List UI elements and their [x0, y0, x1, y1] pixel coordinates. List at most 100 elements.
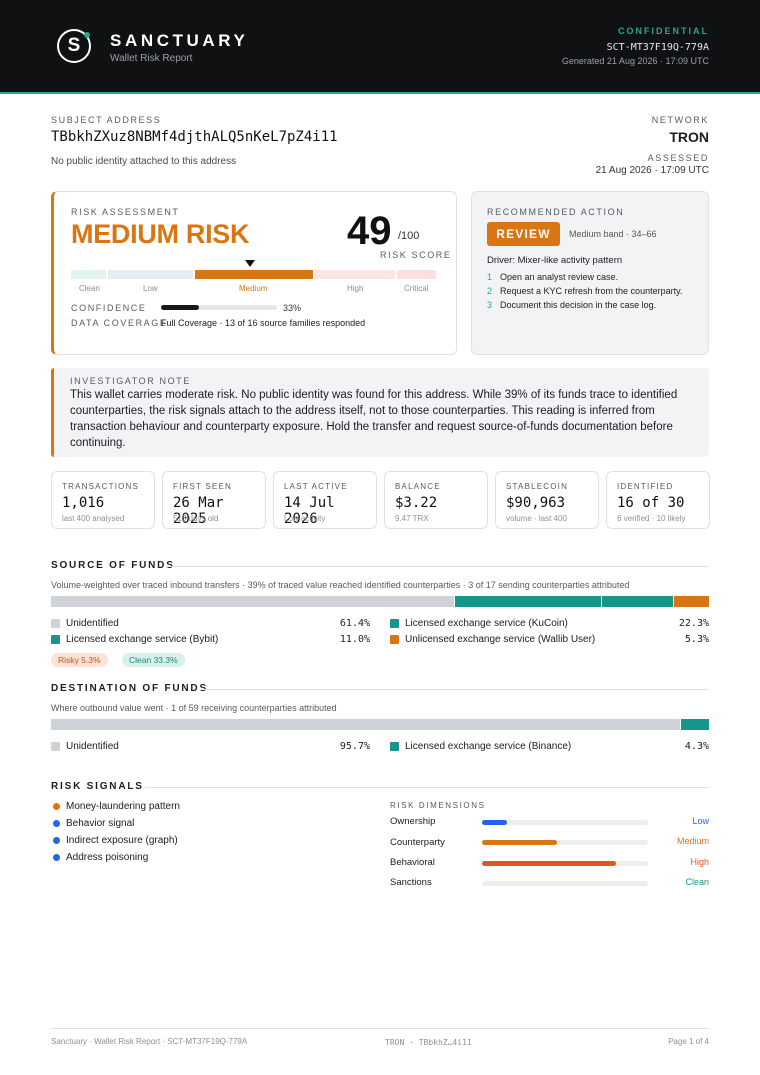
dimension-fill: [482, 840, 557, 845]
action-step: 2 Request a KYC refresh from the counterp…: [487, 286, 682, 296]
signal-item: Address poisoning: [66, 852, 149, 863]
header-accent-line: [0, 92, 760, 94]
clean-pill: Clean 33.3%: [122, 653, 185, 667]
dimension-level: Medium: [676, 836, 709, 846]
step-number: 1: [487, 272, 493, 282]
step-number: 2: [487, 286, 493, 296]
logo-dot: [84, 32, 90, 38]
stat-value: 14 Jul 2026: [284, 495, 335, 527]
source-legend-label: Licensed exchange service (Bybit): [66, 634, 219, 645]
footer-center: TRON · TBbkhZ…4i11: [385, 1038, 472, 1047]
signal-item: Indirect exposure (graph): [66, 835, 178, 846]
scale-label-critical: Critical: [404, 284, 429, 293]
signal-dot-icon: [53, 820, 60, 827]
risk-assessment-card: [51, 191, 457, 355]
stat-card-first-seen: FIRST SEEN 26 Mar 2025 513 days old: [162, 471, 266, 529]
action-step: 1 Open an analyst review case.: [487, 272, 618, 282]
stat-sub: last 400 analysed: [62, 514, 125, 523]
dimension-level: Clean: [685, 877, 709, 887]
destination-bar-binance: [680, 719, 709, 730]
stat-label: FIRST SEEN: [173, 482, 232, 491]
stat-card-transactions: TRANSACTIONS 1,016 last 400 analysed: [51, 471, 155, 529]
assessed-value: 21 Aug 2026 · 17:09 UTC: [595, 165, 709, 176]
step-text: Request a KYC refresh from the counterpa…: [500, 286, 683, 296]
scale-label-low: Low: [143, 284, 158, 293]
risk-level: MEDIUM RISK: [71, 219, 250, 249]
report-reference: SCT-MT37F19Q-779A: [606, 42, 709, 53]
source-legend-value: 5.3%: [684, 634, 709, 645]
source-of-funds-subtitle: Volume-weighted over traced inbound tran…: [51, 580, 630, 590]
confidence-value: 33%: [283, 303, 302, 313]
stat-value: 26 Mar 2025: [173, 495, 224, 527]
source-legend-label: Unidentified: [66, 618, 119, 629]
network-label: NETWORK: [651, 115, 709, 125]
source-legend-value: 61.4%: [339, 618, 370, 629]
stat-sub: 9.47 TRX: [395, 514, 429, 523]
risk-score: 49: [347, 209, 392, 253]
destination-legend-value: 95.7%: [339, 741, 370, 752]
footer-rule: [51, 1028, 709, 1029]
stat-value: $90,963: [506, 495, 566, 511]
source-bar-unidentified: [51, 596, 454, 607]
scale-segment-medium: [195, 270, 313, 279]
dimension-name: Sanctions: [390, 877, 432, 888]
signal-item: Behavior signal: [66, 818, 135, 829]
destination-of-funds-title: DESTINATION OF FUNDS: [51, 683, 208, 694]
sanctuary-logo-icon: S: [57, 29, 91, 63]
source-legend-label: Licensed exchange service (KuCoin): [405, 618, 568, 629]
scale-label-medium: Medium: [239, 284, 268, 293]
dimension-name: Counterparty: [390, 837, 445, 848]
stat-card-identified: IDENTIFIED 16 of 30 6 verified · 10 likely: [606, 471, 710, 529]
dimension-fill: [482, 861, 617, 866]
dimension-level: High: [690, 857, 709, 867]
signal-item: Money-laundering pattern: [66, 801, 180, 812]
assessed-label: ASSESSED: [647, 153, 709, 163]
coverage-value: Full Coverage · 13 of 16 source families…: [161, 318, 366, 328]
legend-swatch: [390, 742, 399, 751]
network-value: TRON: [669, 129, 709, 145]
signal-dot-icon: [53, 803, 60, 810]
stat-sub: 6 verified · 10 likely: [617, 514, 686, 523]
source-of-funds-title: SOURCE OF FUNDS: [51, 560, 175, 571]
scale-label-high: High: [347, 284, 364, 293]
subject-address: TBbkhZXuz8NBMf4djthALQ5nKeL7pZ4i11: [51, 129, 338, 145]
destination-legend-label: Licensed exchange service (Binance): [405, 741, 572, 752]
stat-card-last-active: LAST ACTIVE 14 Jul 2026 Low activity: [273, 471, 377, 529]
stat-sub: 513 days old: [173, 514, 219, 523]
brand-name: SANCTUARY: [110, 31, 249, 50]
risk-signals-title: RISK SIGNALS: [51, 781, 144, 792]
section-rule: [200, 689, 709, 690]
stat-card-balance: BALANCE $3.22 9.47 TRX: [384, 471, 488, 529]
generated-timestamp: Generated 21 Aug 2026 · 17:09 UTC: [561, 56, 709, 66]
stat-label: IDENTIFIED: [617, 482, 674, 491]
destination-bar-unidentified: [51, 719, 680, 730]
risk-assessment-label: RISK ASSESSMENT: [71, 207, 180, 217]
stat-label: BALANCE: [395, 482, 441, 491]
recommended-action-card: [471, 191, 709, 355]
dimension-track: [482, 881, 648, 886]
source-legend-label: Unlicensed exchange service (Wallib User…: [405, 634, 596, 645]
stat-label: LAST ACTIVE: [284, 482, 348, 491]
investigator-note: [51, 368, 709, 457]
action-step: 3 Document this decision in the case log.: [487, 300, 656, 310]
band-range: Medium band · 34–66: [569, 229, 657, 239]
stat-label: TRANSACTIONS: [62, 482, 140, 491]
stat-value: 16 of 30: [617, 495, 685, 511]
stat-card-stablecoin: STABLECOIN $90,963 volume · last 400: [495, 471, 599, 529]
destination-legend-value: 4.3%: [684, 741, 709, 752]
subject-address-label: SUBJECT ADDRESS: [51, 115, 162, 125]
legend-swatch: [390, 619, 399, 628]
scale-segment-high: [315, 270, 395, 279]
score-marker-icon: [245, 260, 255, 267]
review-button[interactable]: REVIEW: [487, 222, 560, 246]
coverage-label: DATA COVERAGE: [71, 318, 168, 328]
stat-value: $3.22: [395, 495, 438, 511]
stat-sub: Low activity: [284, 514, 326, 523]
dimension-name: Behavioral: [390, 857, 435, 868]
step-text: Document this decision in the case log.: [500, 300, 657, 310]
confidence-fill: [161, 305, 200, 310]
stat-value: 1,016: [62, 495, 105, 511]
investigator-note-label: INVESTIGATOR NOTE: [70, 376, 191, 386]
step-number: 3: [487, 300, 493, 310]
risky-pill: Risky 5.3%: [51, 653, 108, 667]
